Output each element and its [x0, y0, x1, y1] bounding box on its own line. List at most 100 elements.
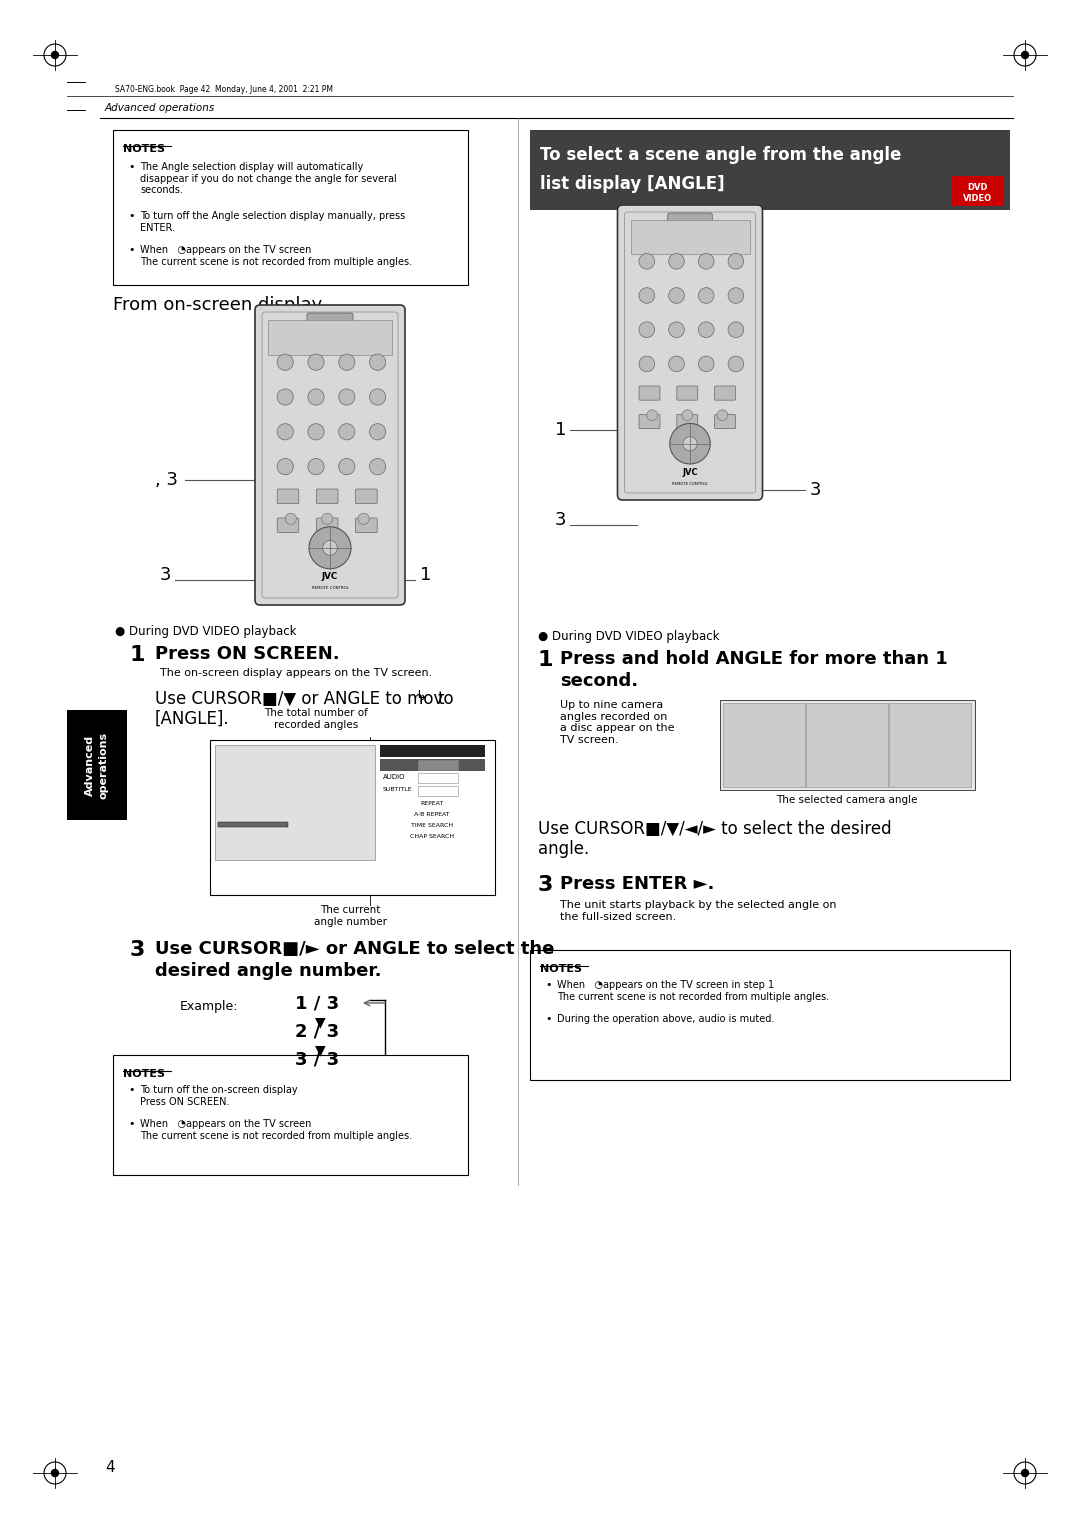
Text: ● During DVD VIDEO playback: ● During DVD VIDEO playback [538, 630, 719, 643]
Text: second.: second. [561, 672, 638, 691]
FancyBboxPatch shape [255, 306, 405, 605]
Circle shape [699, 322, 714, 338]
Circle shape [52, 52, 58, 58]
Text: JVC: JVC [322, 573, 338, 581]
Text: •: • [129, 1085, 135, 1096]
Circle shape [639, 287, 654, 304]
Text: 3: 3 [555, 510, 567, 529]
Circle shape [728, 356, 744, 371]
Bar [218, 822, 288, 827]
Text: to: to [438, 691, 455, 707]
Circle shape [670, 423, 711, 465]
Circle shape [308, 390, 324, 405]
Bar [418, 773, 458, 782]
Circle shape [339, 423, 355, 440]
Circle shape [683, 437, 697, 451]
Text: DVD CONTROL: DVD CONTROL [401, 747, 463, 756]
Bar [418, 759, 458, 770]
Bar [113, 1054, 468, 1175]
Circle shape [278, 458, 294, 475]
Text: Press and hold ANGLE for more than 1: Press and hold ANGLE for more than 1 [561, 649, 948, 668]
Text: 1: 1 [130, 645, 146, 665]
Circle shape [1022, 52, 1028, 58]
Text: 3: 3 [130, 940, 146, 960]
Text: During the operation above, audio is muted.: During the operation above, audio is mut… [557, 1015, 774, 1024]
Circle shape [309, 527, 351, 568]
Text: ANGLE: ANGLE [383, 761, 407, 767]
FancyBboxPatch shape [631, 220, 750, 254]
Circle shape [369, 390, 386, 405]
Text: REPEAT: REPEAT [420, 801, 444, 805]
Text: To turn off the on-screen display
Press ON SCREEN.: To turn off the on-screen display Press … [140, 1085, 298, 1106]
Text: Advanced operations: Advanced operations [105, 102, 215, 113]
Text: ↳: ↳ [415, 691, 427, 704]
Bar [720, 700, 975, 790]
Text: TITLE 3  CHAPTER 3: TITLE 3 CHAPTER 3 [218, 830, 285, 834]
Text: A-B REPEAT: A-B REPEAT [415, 811, 449, 817]
Text: When   ◔appears on the TV screen
The current scene is not recorded from multiple: When ◔appears on the TV screen The curre… [140, 244, 413, 266]
Circle shape [699, 254, 714, 269]
Text: , 3: , 3 [156, 471, 178, 489]
Circle shape [308, 458, 324, 475]
Circle shape [639, 356, 654, 371]
FancyBboxPatch shape [715, 387, 735, 400]
Text: The current
angle number: The current angle number [313, 905, 387, 926]
Circle shape [699, 356, 714, 371]
Text: Up to nine camera
angles recorded on
a disc appear on the
TV screen.: Up to nine camera angles recorded on a d… [561, 700, 675, 744]
Text: TIME  1 : 34 : 66: TIME 1 : 34 : 66 [218, 840, 282, 845]
Text: 3: 3 [160, 565, 172, 584]
FancyBboxPatch shape [639, 414, 660, 429]
Text: The unit starts playback by the selected angle on
the full-sized screen.: The unit starts playback by the selected… [561, 900, 837, 921]
Circle shape [1022, 1470, 1028, 1476]
Bar [215, 746, 375, 860]
Text: SA70-ENG.book  Page 42  Monday, June 4, 2001  2:21 PM: SA70-ENG.book Page 42 Monday, June 4, 20… [114, 86, 333, 95]
Text: AUDIO: AUDIO [383, 775, 405, 779]
Text: The total number of
recorded angles: The total number of recorded angles [265, 709, 368, 730]
Text: 3 / 3: 3 / 3 [295, 1051, 339, 1070]
Circle shape [308, 354, 324, 370]
Circle shape [278, 390, 294, 405]
Text: Use CURSOR■/▼/◄/► to select the desired: Use CURSOR■/▼/◄/► to select the desired [538, 821, 892, 837]
Text: 1 / 3: 1 / 3 [295, 995, 339, 1013]
Text: Use CURSOR■/► or ANGLE to select the: Use CURSOR■/► or ANGLE to select the [156, 940, 554, 958]
Text: •: • [545, 1015, 552, 1024]
Circle shape [339, 458, 355, 475]
Text: •: • [545, 979, 552, 990]
Text: REMOTE CONTROL: REMOTE CONTROL [312, 587, 349, 590]
Text: ◄ 3/3 ►: ◄ 3/3 ► [427, 762, 449, 767]
Text: 3: 3 [810, 481, 822, 500]
Circle shape [639, 254, 654, 269]
Text: ● During DVD VIDEO playback: ● During DVD VIDEO playback [114, 625, 297, 639]
Circle shape [669, 322, 685, 338]
FancyBboxPatch shape [307, 313, 353, 338]
Circle shape [639, 322, 654, 338]
Bar [723, 703, 805, 787]
Circle shape [669, 287, 685, 304]
Text: To turn off the Angle selection display manually, press
ENTER.: To turn off the Angle selection display … [140, 211, 405, 232]
Circle shape [339, 390, 355, 405]
Text: •: • [129, 244, 135, 255]
Text: angle.: angle. [538, 840, 590, 859]
FancyBboxPatch shape [355, 518, 377, 533]
Text: The selected camera angle: The selected camera angle [777, 795, 918, 805]
Text: VIDEO: VIDEO [963, 194, 993, 203]
FancyBboxPatch shape [715, 414, 735, 429]
Circle shape [322, 513, 333, 524]
Text: 4: 4 [105, 1459, 114, 1475]
Text: •: • [129, 211, 135, 222]
Circle shape [278, 423, 294, 440]
Text: list display [ANGLE]: list display [ANGLE] [540, 176, 725, 193]
Circle shape [728, 287, 744, 304]
Text: When   ◔appears on the TV screen in step 1
The current scene is not recorded fro: When ◔appears on the TV screen in step 1… [557, 979, 829, 1001]
FancyBboxPatch shape [639, 387, 660, 400]
FancyBboxPatch shape [316, 489, 338, 504]
Text: ▼: ▼ [315, 1044, 326, 1057]
Text: SUBTITLE: SUBTITLE [383, 787, 413, 792]
Circle shape [669, 254, 685, 269]
Bar [530, 950, 1010, 1080]
Text: To select a scene angle from the angle: To select a scene angle from the angle [540, 147, 902, 163]
Text: SELECT  ◄► KEY: SELECT ◄► KEY [218, 850, 270, 856]
Circle shape [699, 287, 714, 304]
Bar [380, 746, 485, 756]
FancyBboxPatch shape [618, 205, 762, 500]
